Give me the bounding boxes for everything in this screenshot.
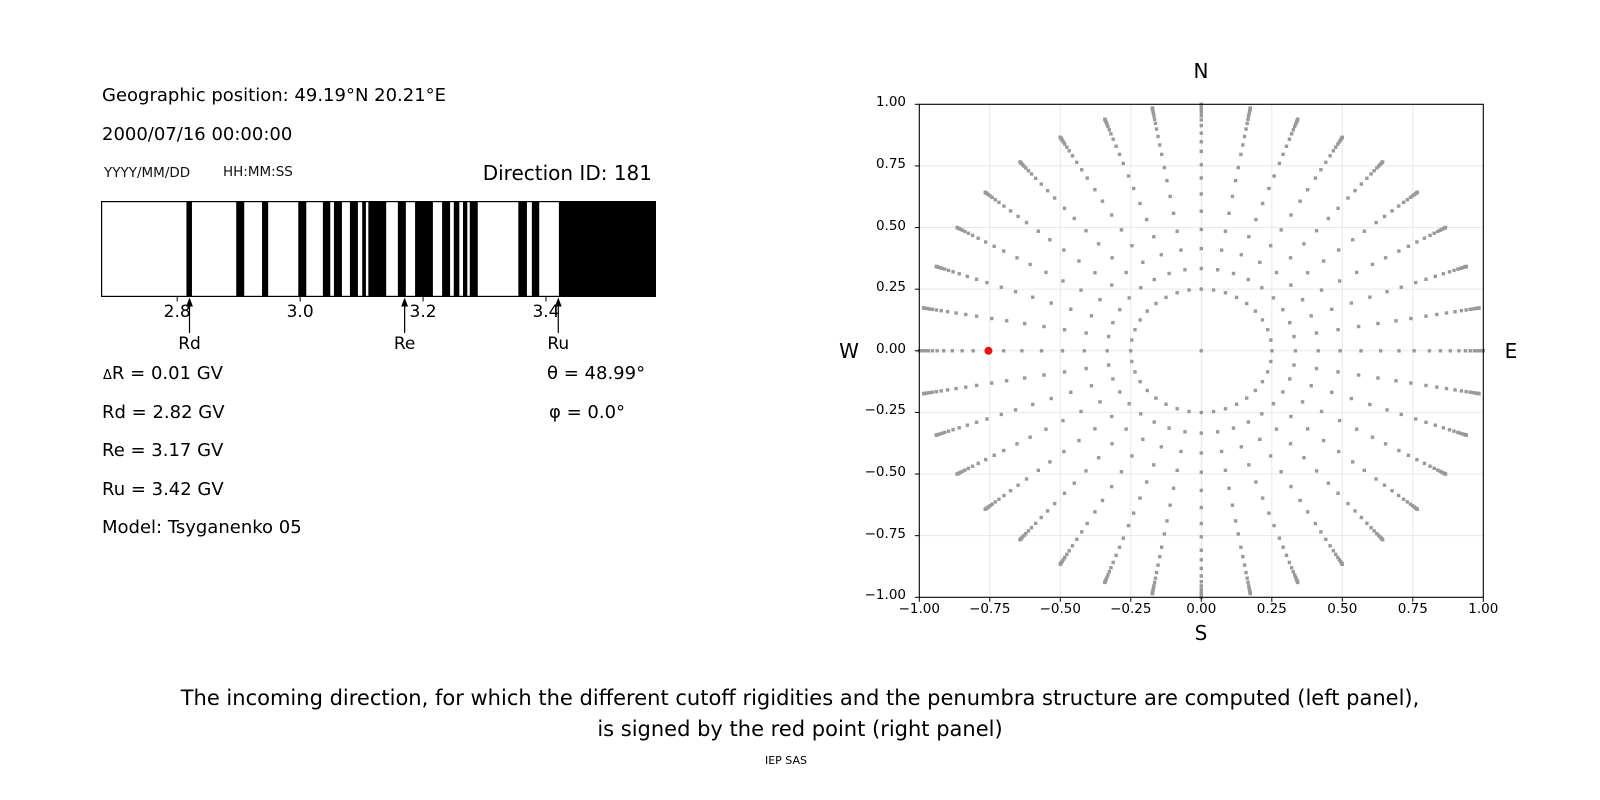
time-format-label: HH:MM:SS (223, 164, 293, 180)
penumbra-barcode-plot (101, 201, 656, 298)
x-tick-label: −0.25 (1110, 601, 1152, 617)
penumbra-tick-label: 2.8 (163, 302, 191, 322)
penumbra-band (469, 201, 478, 297)
ru-line: Ru = 3.42 GV (102, 479, 224, 500)
cutoff-marker-label: Rd (178, 334, 201, 354)
penumbra-band (362, 201, 366, 297)
compass-label-west: W (839, 339, 859, 363)
penumbra-axis (176, 297, 562, 333)
penumbra-band (453, 201, 460, 297)
x-tick-label: −0.75 (969, 601, 1011, 617)
cutoff-marker-label: Ru (547, 334, 570, 354)
y-tick-label: 1.00 (875, 94, 906, 111)
caption-line-2: is signed by the red point (right panel) (597, 717, 1003, 741)
y-tick-label: 0.75 (875, 155, 906, 172)
delta-symbol: Δ (103, 368, 112, 383)
penumbra-band (518, 201, 527, 297)
direction-scatter-plot (914, 102, 1485, 602)
x-tick-label: 0.00 (1186, 601, 1217, 617)
y-tick-label: −1.00 (864, 587, 906, 604)
penumbra-band (262, 201, 269, 297)
penumbra-band (442, 201, 451, 297)
x-tick-label: −0.50 (1039, 601, 1081, 617)
re-line: Re = 3.17 GV (102, 440, 224, 461)
y-tick-label: 0.25 (875, 279, 906, 296)
penumbra-band (558, 201, 656, 297)
penumbra-band (298, 201, 307, 297)
date-format-label: YYYY/MM/DD (104, 165, 191, 181)
credit-text: IEP SAS (764, 754, 808, 767)
cutoff-arrow-head (401, 297, 409, 307)
y-tick-label: −0.25 (864, 402, 906, 419)
x-tick-label: −1.00 (898, 601, 940, 617)
penumbra-band (349, 201, 358, 297)
datetime-text: 2000/07/16 00:00:00 (102, 124, 293, 145)
compass-label-east: E (1504, 339, 1518, 363)
x-tick-label: 0.25 (1256, 601, 1287, 617)
penumbra-band (236, 201, 245, 297)
compass-label-south: S (1194, 621, 1208, 645)
penumbra-band (333, 201, 342, 297)
y-tick-label: 0.00 (875, 340, 906, 357)
y-tick-label: −0.50 (864, 464, 906, 481)
penumbra-tick-label: 3.0 (286, 302, 314, 322)
direction-id-label: Direction ID: 181 (482, 161, 652, 185)
delta-rest: R = 0.01 GV (111, 363, 223, 384)
theta-line: θ = 48.99° (547, 363, 646, 384)
selected-direction-red-point (984, 346, 993, 355)
direction-dots (917, 102, 1485, 599)
penumbra-tick-label: 3.2 (409, 302, 437, 322)
phi-line: φ = 0.0° (549, 402, 626, 423)
x-tick-label: 0.75 (1397, 601, 1428, 617)
penumbra-band (531, 201, 540, 297)
geographic-position-text: Geographic position: 49.19°N 20.21°E (102, 85, 447, 106)
penumbra-band (186, 201, 192, 297)
delta-r-line: ΔR = 0.01 GV (103, 363, 223, 385)
cutoff-arrow-head (186, 297, 193, 307)
penumbra-band (322, 201, 331, 297)
y-tick-label: 0.50 (875, 217, 906, 234)
x-tick-label: 0.50 (1327, 601, 1358, 617)
penumbra-band (415, 201, 433, 297)
cutoff-arrow-head (554, 297, 562, 307)
penumbra-tick-label: 3.4 (532, 302, 560, 322)
cutoff-marker-label: Re (393, 334, 416, 354)
penumbra-band (368, 201, 387, 297)
penumbra-band (463, 201, 468, 297)
penumbra-band (397, 201, 406, 297)
model-line: Model: Tsyganenko 05 (102, 517, 302, 538)
rd-line: Rd = 2.82 GV (102, 402, 225, 423)
y-tick-label: −0.75 (864, 525, 906, 542)
caption-line-1: The incoming direction, for which the di… (180, 686, 1420, 710)
x-tick-label: 1.00 (1468, 601, 1499, 617)
compass-label-north: N (1193, 59, 1209, 83)
